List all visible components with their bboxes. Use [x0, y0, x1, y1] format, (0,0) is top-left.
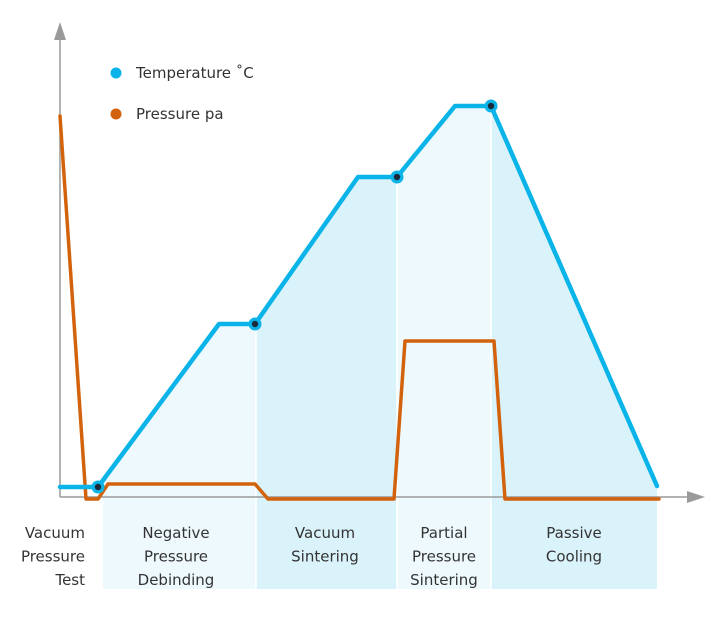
phase-label-partial-pressure-sintering: Pressure	[412, 548, 476, 566]
phase-label-band-vacuum-sintering	[256, 497, 397, 589]
phase-label-partial-pressure-sintering: Sintering	[410, 571, 478, 589]
phase-label-negative-pressure-debinding: Debinding	[138, 571, 215, 589]
phase-shade-partial-pressure-sintering	[397, 106, 491, 497]
y-axis-arrow-icon	[54, 22, 66, 40]
phase-shade-vacuum-sintering	[256, 177, 397, 497]
phase-label-negative-pressure-debinding: Pressure	[144, 548, 208, 566]
phase-label-vacuum-pressure-test: Pressure	[21, 548, 85, 566]
phase-label-passive-cooling: Cooling	[546, 548, 602, 566]
pressure-series-line	[58, 114, 661, 501]
temperature-marker-center-4	[487, 102, 495, 110]
temperature-marker-center-3	[393, 173, 401, 181]
phase-label-vacuum-sintering: Vacuum	[295, 524, 355, 542]
phase-shade-negative-pressure-debinding	[103, 322, 256, 497]
x-axis-arrow-icon	[687, 491, 705, 503]
temperature-marker-center-2	[251, 320, 259, 328]
pressure-legend-marker	[110, 108, 122, 120]
temperature-marker-center-1	[94, 483, 102, 491]
phase-label-partial-pressure-sintering: Partial	[420, 524, 467, 542]
phase-label-passive-cooling: Passive	[546, 524, 601, 542]
temperature-legend-label: Temperature ˚C	[135, 64, 254, 82]
phase-label-band-partial-pressure-sintering	[397, 497, 491, 589]
pressure-legend-label: Pressure pa	[136, 105, 224, 123]
phase-label-vacuum-pressure-test: Vacuum	[25, 524, 85, 542]
temperature-series-line	[57, 103, 660, 490]
phase-label-vacuum-sintering: Sintering	[291, 548, 359, 566]
phase-label-band-passive-cooling	[491, 497, 657, 589]
phase-label-negative-pressure-debinding: Negative	[142, 524, 209, 542]
phase-label-band-negative-pressure-debinding	[103, 497, 256, 589]
temperature-legend-marker	[110, 67, 122, 79]
phase-label-vacuum-pressure-test: Test	[54, 571, 85, 589]
